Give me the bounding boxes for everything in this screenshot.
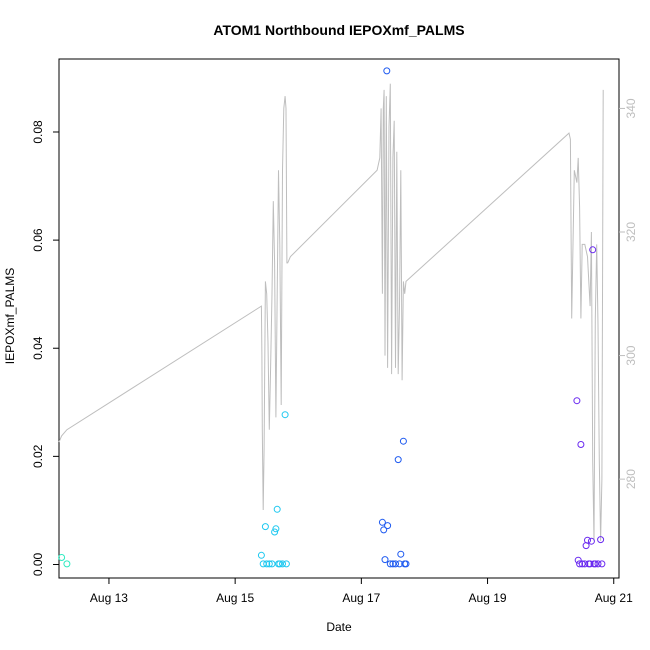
- data-point: [581, 560, 589, 568]
- y2-tick-label: 320: [624, 222, 638, 242]
- data-point: [586, 560, 594, 568]
- data-point: [397, 550, 405, 558]
- data-point: [263, 560, 271, 568]
- y2-tick-label: 280: [624, 469, 638, 489]
- data-point: [587, 537, 595, 545]
- y-tick-label: 0.08: [31, 120, 45, 144]
- data-point: [402, 560, 410, 568]
- x-axis: Aug 13 Aug 15 Aug 17 Aug 19 Aug 21: [90, 578, 633, 605]
- data-point: [573, 397, 581, 405]
- x-axis-label: Date: [326, 620, 352, 634]
- data-point: [394, 456, 402, 464]
- y-tick-label: 0.04: [31, 336, 45, 360]
- plot-area-frame: [58, 58, 620, 579]
- data-point: [271, 528, 279, 536]
- data-point: [578, 560, 586, 568]
- data-point: [594, 560, 602, 568]
- data-point: [392, 560, 399, 568]
- data-point: [378, 518, 386, 526]
- data-point: [63, 560, 71, 568]
- y-tick-label: 0.06: [31, 228, 45, 252]
- secondary-line-layer: [58, 83, 604, 541]
- data-point: [384, 522, 392, 530]
- secondary-series-line: [58, 83, 604, 541]
- data-point: [386, 560, 394, 568]
- data-point: [281, 411, 289, 419]
- data-point: [577, 441, 585, 448]
- data-point: [589, 246, 597, 254]
- y-axis: 0.00 0.02 0.04 0.06 0.08: [31, 120, 59, 576]
- data-point: [574, 556, 582, 564]
- data-point: [257, 551, 265, 559]
- data-point: [389, 560, 397, 568]
- data-point: [272, 525, 280, 533]
- x-tick-label: Aug 13: [90, 591, 128, 605]
- x-tick-label: Aug 17: [342, 591, 380, 605]
- data-point: [58, 554, 66, 561]
- chart-title: ATOM1 Northbound IEPOXmf_PALMS: [213, 22, 464, 38]
- data-point: [598, 560, 606, 568]
- x-tick-label: Aug 21: [595, 591, 633, 605]
- y-tick-label: 0.02: [31, 444, 45, 468]
- data-point: [279, 560, 286, 568]
- y2-tick-label: 340: [624, 98, 638, 118]
- data-point: [282, 560, 290, 568]
- x-tick-label: Aug 19: [469, 591, 507, 605]
- data-point: [591, 560, 599, 568]
- points-layer: [58, 67, 606, 568]
- data-point: [383, 67, 391, 75]
- y-tick-label: 0.00: [31, 552, 45, 576]
- data-point: [584, 536, 591, 544]
- x-tick-label: Aug 15: [216, 591, 254, 605]
- data-point: [597, 536, 605, 544]
- data-point: [261, 523, 269, 531]
- y2-tick-label: 300: [624, 345, 638, 365]
- data-point: [399, 437, 407, 445]
- data-point: [380, 526, 388, 534]
- data-point: [276, 560, 284, 568]
- data-point: [381, 556, 389, 564]
- data-point: [273, 505, 281, 513]
- secondary-y-axis: 280 300 320 340: [619, 98, 638, 489]
- data-point: [265, 560, 273, 568]
- data-point: [576, 560, 584, 568]
- y-axis-label: IEPOXmf_PALMS: [3, 268, 17, 364]
